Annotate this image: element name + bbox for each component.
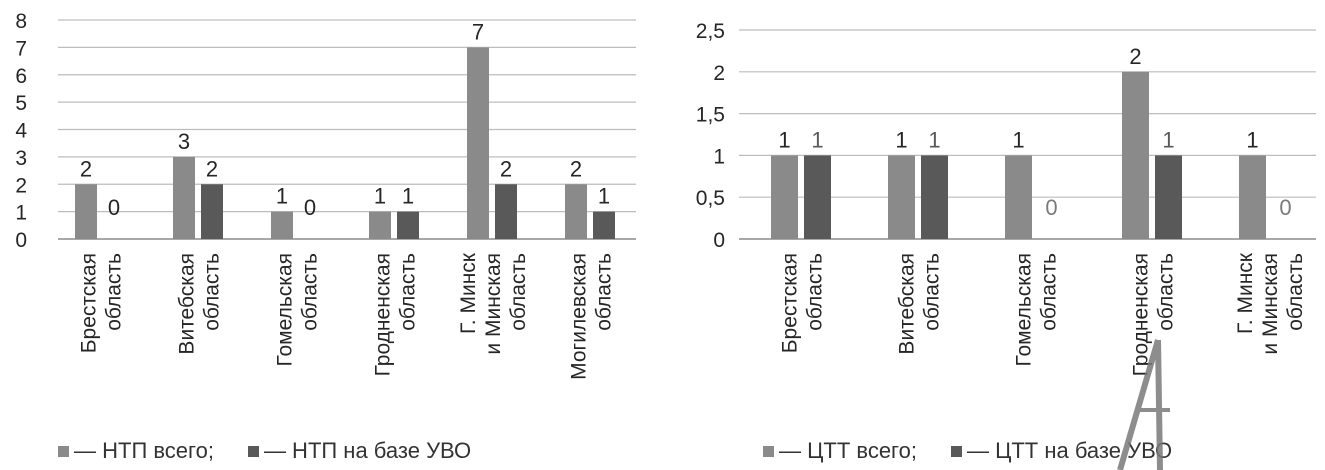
- data-label: 0: [304, 195, 316, 220]
- data-label: 1: [928, 127, 940, 152]
- legend-swatch-ctt-total: [763, 445, 774, 457]
- bar-ntp-s1: [467, 47, 489, 239]
- category-label: область: [593, 253, 616, 331]
- legend-label-ctt-total: — ЦТТ всего;: [779, 438, 917, 463]
- bar-ntp-s2: [495, 184, 517, 239]
- category-label: область: [1038, 253, 1061, 331]
- bar-ntp-s1: [75, 184, 97, 239]
- category-label: Брестская: [78, 253, 101, 353]
- y-tick-label: 0: [15, 229, 27, 252]
- y-tick-label: 1: [713, 145, 725, 168]
- category-label: область: [103, 253, 126, 331]
- bar-ctt-s2: [804, 155, 831, 239]
- data-label: 1: [778, 127, 790, 152]
- y-tick-label: 0: [713, 229, 725, 252]
- category-label: и Минская: [1259, 253, 1282, 355]
- y-tick-label: 4: [15, 120, 27, 143]
- data-label: 1: [1246, 127, 1258, 152]
- legend-ntp: — НТП всего; — НТП на базе УВО: [58, 438, 505, 464]
- category-label: область: [1155, 253, 1178, 331]
- y-tick-label: 7: [15, 37, 27, 60]
- bar-ctt-s1: [888, 155, 915, 239]
- legend-item-ctt-total: — ЦТТ всего;: [763, 438, 917, 464]
- bar-ntp-s1: [173, 156, 195, 239]
- category-label: Витебская: [176, 253, 199, 355]
- legend-ctt: — ЦТТ всего; — ЦТТ на базе УВО: [763, 438, 1206, 464]
- category-label: область: [1284, 253, 1307, 331]
- category-label: Гомельская: [274, 253, 297, 366]
- category-label: Витебская: [896, 253, 919, 355]
- legend-swatch-ntp-total: [58, 445, 69, 457]
- bar-ntp-s1: [271, 211, 293, 239]
- data-label: 1: [276, 184, 288, 209]
- legend-item-ntp-uvo: — НТП на базе УВО: [247, 438, 472, 464]
- legend-swatch-ctt-uvo: [950, 445, 962, 457]
- data-label: 1: [1162, 127, 1174, 152]
- bar-ctt-s1: [1005, 155, 1032, 239]
- data-label: 0: [108, 195, 120, 220]
- data-label: 2: [1129, 44, 1141, 69]
- legend-label-ntp-total: — НТП всего;: [74, 438, 214, 463]
- category-label: область: [201, 253, 224, 331]
- category-label: область: [507, 253, 530, 331]
- category-label: Гродненская: [372, 253, 395, 376]
- legend-item-ntp-total: — НТП всего;: [58, 438, 214, 464]
- category-label: область: [804, 253, 827, 331]
- bar-ctt-s1: [1239, 155, 1266, 239]
- data-label: 1: [895, 127, 907, 152]
- bar-ctt-s2: [1155, 155, 1182, 239]
- category-label: Г. Минск: [1234, 252, 1257, 334]
- y-tick-label: 2: [15, 174, 27, 197]
- y-tick-label: 3: [15, 147, 27, 170]
- legend-label-ctt-uvo: — ЦТТ на базе УВО: [966, 438, 1173, 463]
- category-label: Гродненская: [1130, 253, 1153, 376]
- y-tick-label: 1,5: [696, 104, 725, 127]
- y-tick-label: 0,5: [696, 187, 725, 210]
- y-tick-label: 8: [15, 10, 27, 33]
- data-label: 1: [402, 184, 414, 209]
- category-label: область: [397, 253, 420, 331]
- bar-ntp-s2: [201, 184, 223, 239]
- data-label: 0: [1045, 195, 1057, 220]
- category-label: область: [299, 253, 322, 331]
- data-label: 3: [178, 129, 190, 154]
- category-label: и Минская: [482, 253, 505, 355]
- data-label: 2: [80, 156, 92, 181]
- bar-ctt-s1: [771, 155, 798, 239]
- data-label: 2: [500, 156, 512, 181]
- category-label: Могилевская: [568, 253, 591, 380]
- data-label: 2: [206, 156, 218, 181]
- y-tick-label: 1: [15, 202, 27, 225]
- bar-ntp-s1: [369, 211, 391, 239]
- data-label: 1: [598, 184, 610, 209]
- category-label: Гомельская: [1013, 253, 1036, 366]
- legend-item-ctt-uvo: — ЦТТ на базе УВО: [950, 438, 1173, 464]
- data-label: 7: [472, 19, 484, 44]
- bar-ctt-s1: [1122, 71, 1149, 239]
- category-label: Г. Минск: [457, 252, 480, 334]
- y-tick-label: 6: [15, 65, 27, 88]
- y-tick-label: 2,5: [696, 20, 725, 43]
- legend-label-ntp-uvo: — НТП на базе УВО: [263, 438, 472, 463]
- data-label: 1: [374, 184, 386, 209]
- data-label: 0: [1279, 195, 1291, 220]
- data-label: 1: [1012, 127, 1024, 152]
- data-label: 1: [811, 127, 823, 152]
- y-tick-label: 5: [15, 92, 27, 115]
- category-label: область: [921, 253, 944, 331]
- legend-swatch-ntp-uvo: [247, 445, 259, 457]
- bar-ctt-s2: [921, 155, 948, 239]
- bar-ntp-s1: [565, 184, 587, 239]
- data-label: 2: [570, 156, 582, 181]
- bar-ntp-s2: [593, 211, 615, 239]
- category-label: Брестская: [779, 253, 802, 353]
- y-tick-label: 2: [713, 62, 725, 85]
- bar-ntp-s2: [397, 211, 419, 239]
